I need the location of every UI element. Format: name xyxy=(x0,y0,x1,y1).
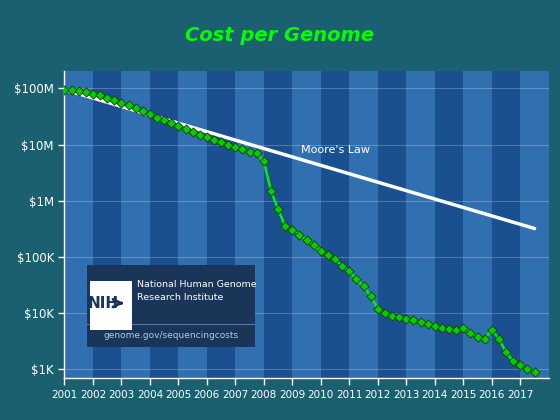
Point xyxy=(380,310,389,316)
Point xyxy=(231,144,240,150)
Bar xyxy=(321,71,349,378)
Text: Cost per Genome: Cost per Genome xyxy=(185,26,375,45)
Point xyxy=(131,105,140,111)
Point xyxy=(281,223,290,230)
Point xyxy=(110,97,119,103)
Point xyxy=(409,317,418,323)
Bar xyxy=(520,71,549,378)
Point xyxy=(288,227,297,234)
Bar xyxy=(93,71,122,378)
Point xyxy=(359,283,368,290)
Point xyxy=(416,318,425,325)
Point xyxy=(259,158,268,165)
Point xyxy=(224,141,233,148)
Point xyxy=(345,268,354,275)
Point xyxy=(202,134,211,141)
Bar xyxy=(207,71,235,378)
Point xyxy=(502,349,511,356)
Point xyxy=(445,326,454,332)
Point xyxy=(388,312,396,319)
Point xyxy=(181,126,190,132)
Point xyxy=(466,329,475,336)
Point xyxy=(238,146,247,153)
Point xyxy=(96,92,105,99)
Point xyxy=(138,108,147,114)
Point xyxy=(67,87,76,94)
Bar xyxy=(64,71,93,378)
Text: NIH: NIH xyxy=(87,296,119,311)
Point xyxy=(274,206,283,213)
Point xyxy=(209,136,218,143)
Point xyxy=(366,293,375,299)
Point xyxy=(267,187,276,194)
Point xyxy=(302,236,311,243)
Point xyxy=(88,90,97,97)
Point xyxy=(309,242,318,249)
Point xyxy=(516,362,525,368)
Bar xyxy=(549,71,560,378)
Point xyxy=(152,114,161,121)
Point xyxy=(160,117,169,123)
Bar xyxy=(435,71,463,378)
Point xyxy=(81,89,90,96)
Point xyxy=(523,366,532,373)
Point xyxy=(437,324,446,331)
Point xyxy=(530,368,539,375)
Point xyxy=(316,247,325,254)
Point xyxy=(324,251,333,258)
Text: genome.gov/sequencingcosts: genome.gov/sequencingcosts xyxy=(103,331,239,339)
Point xyxy=(352,276,361,283)
Point xyxy=(188,128,197,135)
Bar xyxy=(292,71,321,378)
Point xyxy=(473,333,482,340)
Bar xyxy=(150,71,179,378)
Point xyxy=(102,94,111,101)
Point xyxy=(245,148,254,155)
Bar xyxy=(378,71,407,378)
Point xyxy=(146,110,155,117)
Point xyxy=(60,86,69,93)
Point xyxy=(487,327,496,333)
Point xyxy=(174,123,183,130)
Bar xyxy=(463,71,492,378)
Point xyxy=(117,100,126,106)
Point xyxy=(480,335,489,342)
Bar xyxy=(122,71,150,378)
Bar xyxy=(235,71,264,378)
Point xyxy=(74,88,83,95)
Point xyxy=(402,315,411,322)
Point xyxy=(459,324,468,331)
Point xyxy=(217,139,226,146)
Point xyxy=(252,150,261,157)
Point xyxy=(330,256,339,263)
Bar xyxy=(264,71,292,378)
Point xyxy=(124,102,133,109)
Point xyxy=(423,320,432,327)
Bar xyxy=(407,71,435,378)
Bar xyxy=(492,71,520,378)
Point xyxy=(338,262,347,269)
Point xyxy=(167,120,176,126)
Bar xyxy=(349,71,378,378)
Text: Moore's Law: Moore's Law xyxy=(301,145,370,155)
Point xyxy=(374,305,382,312)
Bar xyxy=(179,71,207,378)
Point xyxy=(494,335,503,342)
Text: National Human Genome
Research Institute: National Human Genome Research Institute xyxy=(137,280,257,302)
Point xyxy=(395,314,404,320)
Point xyxy=(430,322,439,329)
Point xyxy=(295,231,304,238)
Point xyxy=(508,358,517,365)
Point xyxy=(452,327,461,333)
Point xyxy=(195,131,204,138)
